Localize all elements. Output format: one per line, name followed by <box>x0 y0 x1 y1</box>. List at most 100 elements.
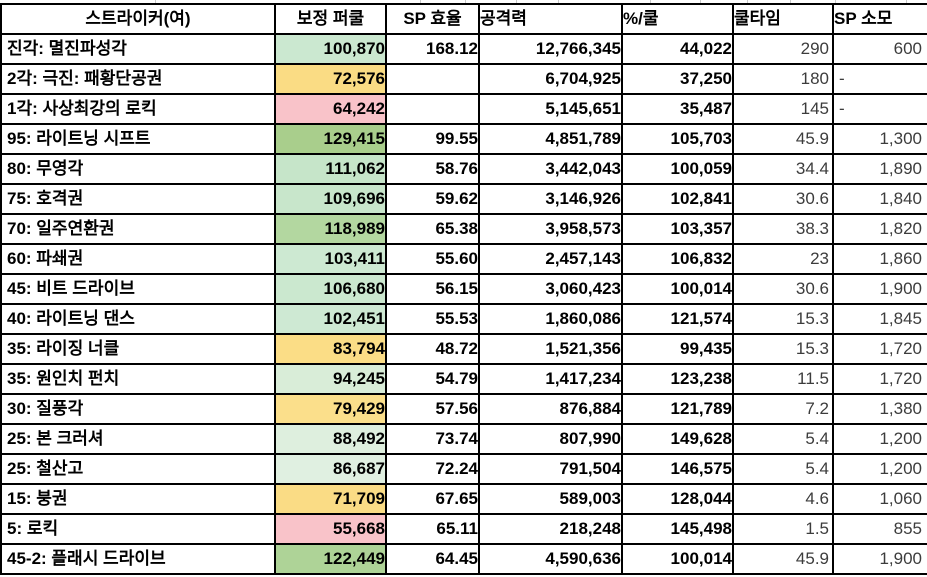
cell-percol[interactable]: 100,870 <box>274 33 387 65</box>
cell-sp_cost[interactable]: 1,200 <box>832 423 927 455</box>
header-name[interactable]: 스트라이커(여) <box>0 3 276 35</box>
cell-sp_cost[interactable]: - <box>832 93 927 125</box>
cell-pct_cool[interactable]: 100,014 <box>621 273 734 305</box>
cell-pct_cool[interactable]: 121,574 <box>621 303 734 335</box>
cell-sp_cost[interactable]: 1,720 <box>832 363 927 395</box>
cell-attack[interactable]: 5,145,651 <box>478 93 623 125</box>
cell-attack[interactable]: 807,990 <box>478 423 623 455</box>
cell-name[interactable]: 60: 파쇄권 <box>0 243 276 275</box>
cell-cooldown[interactable]: 145 <box>732 93 834 125</box>
cell-cooldown[interactable]: 15.3 <box>732 333 834 365</box>
cell-percol[interactable]: 64,242 <box>274 93 387 125</box>
cell-sp_eff[interactable]: 55.60 <box>385 243 480 275</box>
cell-attack[interactable]: 589,003 <box>478 483 623 515</box>
cell-name[interactable]: 30: 질풍각 <box>0 393 276 425</box>
cell-name[interactable]: 35: 라이징 너클 <box>0 333 276 365</box>
cell-pct_cool[interactable]: 106,832 <box>621 243 734 275</box>
cell-cooldown[interactable]: 23 <box>732 243 834 275</box>
cell-percol[interactable]: 94,245 <box>274 363 387 395</box>
cell-attack[interactable]: 1,521,356 <box>478 333 623 365</box>
cell-pct_cool[interactable]: 44,022 <box>621 33 734 65</box>
cell-percol[interactable]: 86,687 <box>274 453 387 485</box>
cell-name[interactable]: 80: 무영각 <box>0 153 276 185</box>
cell-name[interactable]: 45-2: 플래시 드라이브 <box>0 543 276 575</box>
cell-sp_cost[interactable]: 1,860 <box>832 243 927 275</box>
cell-attack[interactable]: 1,860,086 <box>478 303 623 335</box>
cell-pct_cool[interactable]: 128,044 <box>621 483 734 515</box>
cell-cooldown[interactable]: 7.2 <box>732 393 834 425</box>
cell-percol[interactable]: 129,415 <box>274 123 387 155</box>
cell-name[interactable]: 40: 라이트닝 댄스 <box>0 303 276 335</box>
cell-sp_eff[interactable]: 67.65 <box>385 483 480 515</box>
cell-sp_eff[interactable]: 65.11 <box>385 513 480 545</box>
cell-name[interactable]: 2각: 극진: 패황단공권 <box>0 63 276 95</box>
cell-pct_cool[interactable]: 103,357 <box>621 213 734 245</box>
cell-percol[interactable]: 55,668 <box>274 513 387 545</box>
cell-sp_eff[interactable]: 73.74 <box>385 423 480 455</box>
cell-sp_cost[interactable]: 1,900 <box>832 273 927 305</box>
cell-sp_eff[interactable]: 64.45 <box>385 543 480 575</box>
cell-sp_eff[interactable]: 48.72 <box>385 333 480 365</box>
cell-cooldown[interactable]: 30.6 <box>732 183 834 215</box>
header-sp_cost[interactable]: SP 소모 <box>832 3 927 35</box>
cell-sp_cost[interactable]: 1,845 <box>832 303 927 335</box>
cell-name[interactable]: 25: 철산고 <box>0 453 276 485</box>
cell-cooldown[interactable]: 4.6 <box>732 483 834 515</box>
cell-cooldown[interactable]: 5.4 <box>732 453 834 485</box>
cell-pct_cool[interactable]: 99,435 <box>621 333 734 365</box>
cell-cooldown[interactable]: 34.4 <box>732 153 834 185</box>
cell-pct_cool[interactable]: 145,498 <box>621 513 734 545</box>
cell-name[interactable]: 70: 일주연환권 <box>0 213 276 245</box>
cell-sp_cost[interactable]: 855 <box>832 513 927 545</box>
cell-name[interactable]: 15: 붕권 <box>0 483 276 515</box>
cell-sp_eff[interactable]: 57.56 <box>385 393 480 425</box>
cell-name[interactable]: 75: 호격권 <box>0 183 276 215</box>
cell-percol[interactable]: 88,492 <box>274 423 387 455</box>
cell-sp_cost[interactable]: 1,380 <box>832 393 927 425</box>
cell-cooldown[interactable]: 290 <box>732 33 834 65</box>
cell-sp_cost[interactable]: 1,200 <box>832 453 927 485</box>
header-pct_cool[interactable]: %/쿨 <box>621 3 734 35</box>
cell-cooldown[interactable]: 30.6 <box>732 273 834 305</box>
cell-name[interactable]: 25: 본 크러셔 <box>0 423 276 455</box>
cell-cooldown[interactable]: 5.4 <box>732 423 834 455</box>
cell-sp_eff[interactable]: 99.55 <box>385 123 480 155</box>
cell-attack[interactable]: 4,851,789 <box>478 123 623 155</box>
cell-attack[interactable]: 4,590,636 <box>478 543 623 575</box>
cell-sp_eff[interactable]: 55.53 <box>385 303 480 335</box>
cell-cooldown[interactable]: 15.3 <box>732 303 834 335</box>
cell-name[interactable]: 45: 비트 드라이브 <box>0 273 276 305</box>
cell-attack[interactable]: 2,457,143 <box>478 243 623 275</box>
cell-sp_eff[interactable]: 59.62 <box>385 183 480 215</box>
cell-attack[interactable]: 3,958,573 <box>478 213 623 245</box>
cell-attack[interactable]: 876,884 <box>478 393 623 425</box>
cell-name[interactable]: 진각: 멸진파성각 <box>0 33 276 65</box>
cell-sp_eff[interactable]: 58.76 <box>385 153 480 185</box>
cell-percol[interactable]: 122,449 <box>274 543 387 575</box>
cell-name[interactable]: 35: 원인치 펀치 <box>0 363 276 395</box>
cell-percol[interactable]: 118,989 <box>274 213 387 245</box>
cell-percol[interactable]: 72,576 <box>274 63 387 95</box>
cell-sp_cost[interactable]: 1,890 <box>832 153 927 185</box>
cell-cooldown[interactable]: 11.5 <box>732 363 834 395</box>
cell-attack[interactable]: 791,504 <box>478 453 623 485</box>
cell-sp_cost[interactable]: 1,820 <box>832 213 927 245</box>
cell-percol[interactable]: 106,680 <box>274 273 387 305</box>
cell-percol[interactable]: 71,709 <box>274 483 387 515</box>
cell-attack[interactable]: 1,417,234 <box>478 363 623 395</box>
cell-sp_eff[interactable]: 72.24 <box>385 453 480 485</box>
cell-name[interactable]: 5: 로킥 <box>0 513 276 545</box>
cell-percol[interactable]: 102,451 <box>274 303 387 335</box>
cell-sp_cost[interactable]: - <box>832 63 927 95</box>
cell-attack[interactable]: 3,060,423 <box>478 273 623 305</box>
cell-cooldown[interactable]: 45.9 <box>732 543 834 575</box>
cell-percol[interactable]: 83,794 <box>274 333 387 365</box>
cell-sp_cost[interactable]: 1,720 <box>832 333 927 365</box>
cell-pct_cool[interactable]: 100,059 <box>621 153 734 185</box>
cell-cooldown[interactable]: 38.3 <box>732 213 834 245</box>
cell-pct_cool[interactable]: 105,703 <box>621 123 734 155</box>
cell-percol[interactable]: 79,429 <box>274 393 387 425</box>
cell-pct_cool[interactable]: 149,628 <box>621 423 734 455</box>
cell-pct_cool[interactable]: 121,789 <box>621 393 734 425</box>
cell-cooldown[interactable]: 180 <box>732 63 834 95</box>
